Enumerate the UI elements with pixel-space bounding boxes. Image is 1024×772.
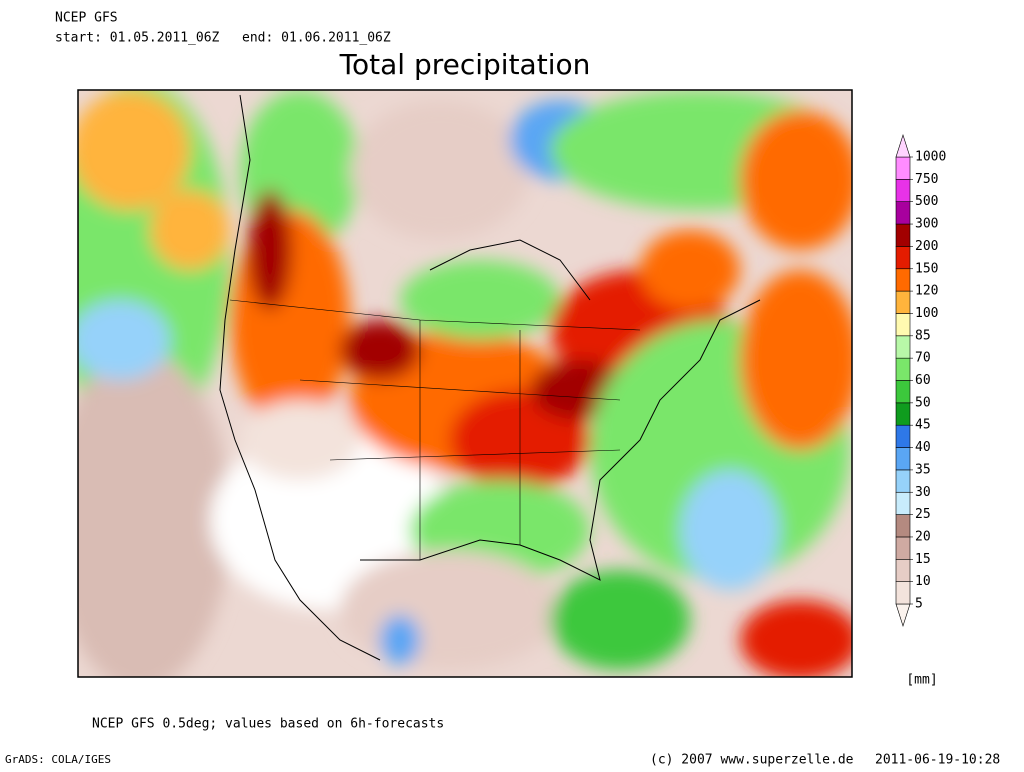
colorbar: 5 10 15 20 25 30 35 40 45 50 60 70 85 100 120 150 200 300…: [895, 134, 946, 627]
colorbar-label: 500: [915, 194, 938, 209]
colorbar-label: 120: [915, 284, 938, 299]
colorbar-bin: [895, 514, 911, 538]
colorbar-label: 30: [915, 485, 931, 500]
colorbar-bin: [895, 335, 911, 359]
colorbar-label: 85: [915, 328, 931, 343]
precipitation-map: [78, 90, 852, 677]
software-credit: GrADS: COLA/IGES: [5, 753, 111, 766]
colorbar-label: 200: [915, 239, 938, 254]
colorbar-bin: [895, 424, 911, 448]
colorbar-label: 5: [915, 597, 923, 612]
colorbar-label: 1000: [915, 150, 946, 165]
colorbar-bin: [895, 313, 911, 337]
colorbar-bin: [895, 536, 911, 560]
colorbar-bin: [895, 380, 911, 404]
colorbar-bin: [895, 223, 911, 247]
colorbar-bin: [895, 469, 911, 493]
colorbar-label: 15: [915, 552, 931, 567]
model-name: NCEP GFS: [55, 11, 118, 26]
colorbar-label: 70: [915, 351, 931, 366]
colorbar-bin: [895, 447, 911, 471]
colorbar-label: 20: [915, 529, 931, 544]
colorbar-label: 10: [915, 574, 931, 589]
colorbar-bin: [895, 156, 911, 180]
colorbar-bin: [895, 268, 911, 292]
timestamp: 2011-06-19-10:28: [875, 753, 1000, 768]
end-time: end: 01.06.2011_06Z: [242, 31, 391, 46]
colorbar-label: 25: [915, 507, 931, 522]
colorbar-label: 750: [915, 172, 938, 187]
colorbar-label: 100: [915, 306, 938, 321]
colorbar-under: [895, 603, 911, 627]
start-time: start: 01.05.2011_06Z: [55, 31, 220, 46]
footer-note: NCEP GFS 0.5deg; values based on 6h-fore…: [92, 717, 444, 732]
colorbar-label: 60: [915, 373, 931, 388]
map-frame: [77, 89, 853, 678]
map-title: Total precipitation: [339, 48, 591, 81]
copyright: (c) 2007 www.superzelle.de: [650, 753, 854, 768]
colorbar-bin: [895, 290, 911, 314]
colorbar-label: 50: [915, 395, 931, 410]
colorbar-over: [895, 134, 911, 158]
colorbar-label: 150: [915, 261, 938, 276]
colorbar-bin: [895, 402, 911, 426]
colorbar-bin: [895, 558, 911, 582]
colorbar-bin: [895, 491, 911, 515]
colorbar-bin: [895, 581, 911, 605]
colorbar-label: 40: [915, 440, 931, 455]
colorbar-bin: [895, 179, 911, 203]
colorbar-bin: [895, 357, 911, 381]
unit-label: [mm]: [906, 673, 937, 688]
colorbar-label: 300: [915, 217, 938, 232]
colorbar-label: 35: [915, 462, 931, 477]
colorbar-label: 45: [915, 418, 931, 433]
colorbar-bin: [895, 201, 911, 225]
colorbar-bin: [895, 246, 911, 270]
